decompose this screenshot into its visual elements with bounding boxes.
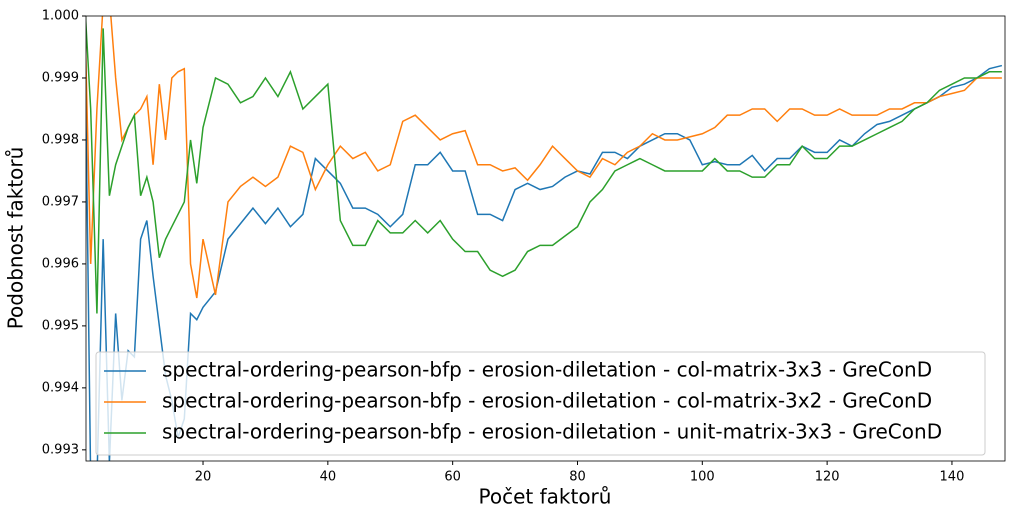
legend-label: spectral-ordering-pearson-bfp - erosion-… xyxy=(162,389,932,413)
y-tick-label: 0.995 xyxy=(42,318,79,333)
legend-label: spectral-ordering-pearson-bfp - erosion-… xyxy=(162,420,942,444)
x-axis-label: Počet faktorů xyxy=(479,485,612,509)
y-axis-label: Podobnost faktorů xyxy=(4,147,28,330)
axes-frame xyxy=(85,15,1006,462)
x-tick-label: 20 xyxy=(195,470,212,485)
series-line xyxy=(86,16,1002,299)
x-tick-label: 80 xyxy=(569,470,586,485)
y-tick-label: 1.000 xyxy=(42,9,79,24)
y-tick-label: 0.997 xyxy=(42,194,79,209)
legend-box xyxy=(95,351,986,456)
legend-label: spectral-ordering-pearson-bfp - erosion-… xyxy=(162,358,932,382)
x-tick-label: 100 xyxy=(690,470,715,485)
y-tick-label: 0.994 xyxy=(42,380,79,395)
series-line xyxy=(86,16,1002,314)
y-tick-label: 0.999 xyxy=(42,70,79,85)
y-tick-label: 0.993 xyxy=(42,442,79,457)
x-tick-label: 140 xyxy=(940,470,965,485)
y-tick-label: 0.998 xyxy=(42,132,79,147)
x-tick-label: 40 xyxy=(320,470,337,485)
y-tick-label: 0.996 xyxy=(42,256,79,271)
x-tick-label: 120 xyxy=(815,470,840,485)
x-tick-label: 60 xyxy=(444,470,461,485)
